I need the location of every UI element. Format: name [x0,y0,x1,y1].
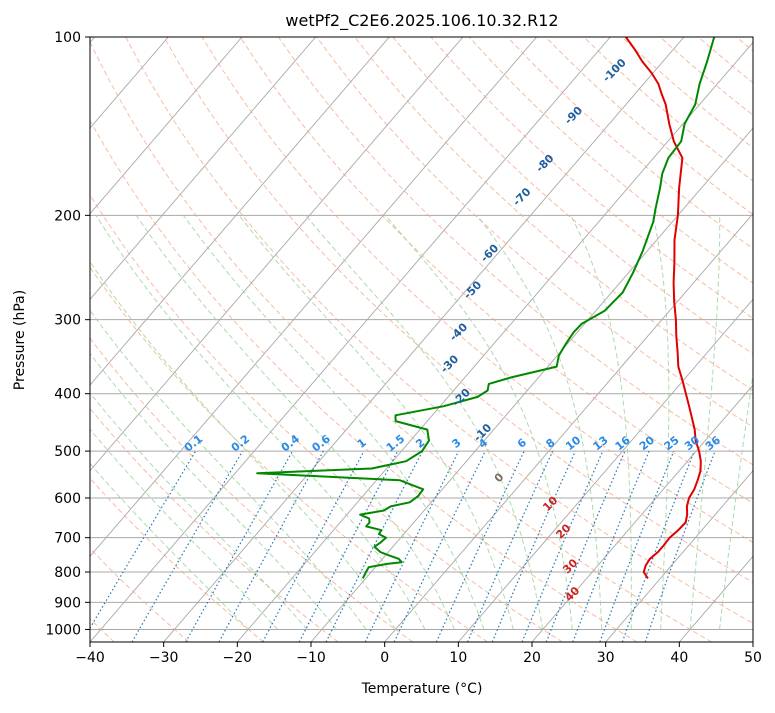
x-tick-label: 0 [380,650,389,666]
y-tick-label: 1000 [45,622,81,638]
y-tick-label: 500 [54,444,81,460]
x-tick-label: −40 [75,650,105,666]
y-tick-label: 600 [54,491,81,507]
x-tick-label: −20 [223,650,253,666]
x-tick-label: 40 [670,650,688,666]
y-tick-label: 400 [54,387,81,403]
chart-title: wetPf2_C2E6.2025.106.10.32.R12 [285,11,558,31]
y-tick-label: 800 [54,565,81,581]
x-tick-label: 30 [597,650,615,666]
x-tick-label: −10 [296,650,326,666]
x-tick-label: 50 [744,650,762,666]
x-tick-label: −30 [149,650,179,666]
y-tick-label: 200 [54,208,81,224]
x-axis-label: Temperature (°C) [361,681,483,697]
y-tick-label: 300 [54,313,81,329]
x-tick-label: 10 [449,650,467,666]
y-tick-label: 700 [54,531,81,547]
y-tick-label: 100 [54,30,81,46]
x-tick-label: 20 [523,650,541,666]
y-axis-label: Pressure (hPa) [12,290,28,390]
y-tick-label: 900 [54,595,81,611]
